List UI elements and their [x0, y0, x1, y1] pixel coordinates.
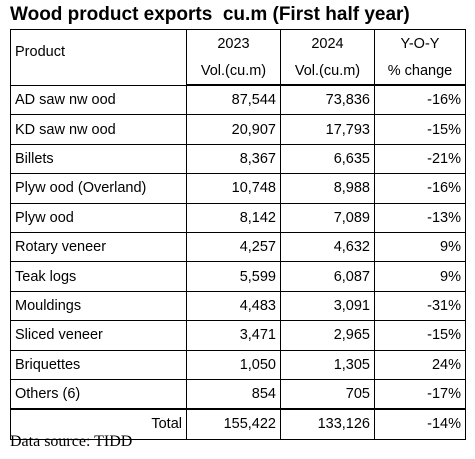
product-cell: Plyw ood [10, 202, 187, 233]
volume-2023-cell: 1,050 [186, 349, 281, 380]
product-cell: Plyw ood (Overland) [10, 173, 187, 204]
unit-2024-header: Vol.(cu.m) [280, 57, 375, 86]
header-row-units: Vol.(cu.m) Vol.(cu.m) % change [11, 57, 466, 86]
volume-2023-cell: 4,483 [186, 290, 281, 322]
volume-2024-cell: 6,087 [280, 261, 375, 292]
volume-2024-cell: 8,988 [280, 173, 375, 204]
yoy-change-cell: -15% [374, 114, 466, 145]
volume-2023-cell: 4,257 [186, 231, 281, 263]
table-row: KD saw nw ood 20,907 17,793 -15% [10, 114, 466, 145]
total-2024-cell: 133,126 [280, 408, 375, 440]
product-cell: Briquettes [10, 349, 187, 380]
table-title: Wood product exports cu.m (First half ye… [10, 4, 410, 25]
table-row: Plyw ood (Overland) 10,748 8,988 -16% [10, 173, 466, 204]
table-row: Sliced veneer 3,471 2,965 -15% [10, 320, 466, 351]
volume-2023-cell: 10,748 [186, 173, 281, 204]
yoy-change-cell: -17% [374, 378, 466, 410]
yoy-change-cell: 9% [374, 231, 466, 263]
year-2024-header: 2024 [280, 29, 375, 57]
volume-2024-cell: 705 [280, 378, 375, 410]
product-cell: Teak logs [10, 261, 187, 292]
table-row: Rotary veneer 4,257 4,632 9% [10, 231, 466, 263]
unit-2023-header: Vol.(cu.m) [186, 57, 281, 86]
total-row: Total 155,422 133,126 -14% [10, 408, 466, 440]
yoy-change-cell: 9% [374, 261, 466, 292]
table-row: Others (6) 854 705 -17% [10, 378, 466, 410]
volume-2024-cell: 3,091 [280, 290, 375, 322]
table-row: Briquettes 1,050 1,305 24% [10, 349, 466, 380]
volume-2024-cell: 4,632 [280, 231, 375, 263]
year-2023-header: 2023 [186, 29, 281, 57]
yoy-change-cell: -13% [374, 202, 466, 233]
product-cell: KD saw nw ood [10, 114, 187, 145]
yoy-change-cell: -21% [374, 143, 466, 175]
volume-2023-cell: 87,544 [186, 84, 281, 116]
yoy-change-cell: -31% [374, 290, 466, 322]
yoy-header: Y-O-Y [374, 29, 466, 57]
volume-2024-cell: 6,635 [280, 143, 375, 175]
header-row-years: Product 2023 2024 Y-O-Y [10, 29, 466, 85]
table-row: AD saw nw ood 87,544 73,836 -16% [10, 84, 466, 116]
volume-2024-cell: 7,089 [280, 202, 375, 233]
product-cell: Billets [10, 143, 187, 175]
total-2023-cell: 155,422 [186, 408, 281, 440]
product-header: Product [10, 29, 187, 85]
unit-yoy-header: % change [374, 57, 466, 86]
product-cell: Others (6) [10, 378, 187, 410]
product-cell: Sliced veneer [10, 320, 187, 351]
volume-2023-cell: 8,142 [186, 202, 281, 233]
yoy-change-cell: -16% [374, 173, 466, 204]
product-cell: Rotary veneer [10, 231, 187, 263]
yoy-change-cell: 24% [374, 349, 466, 380]
table-row: Mouldings 4,483 3,091 -31% [10, 290, 466, 322]
data-source-note: Data source: TIDD [10, 433, 133, 450]
total-yoy-cell: -14% [374, 408, 466, 440]
exports-table: Product 2023 2024 Y-O-Y Vol.(cu.m) Vol.(… [10, 29, 466, 440]
table-row: Teak logs 5,599 6,087 9% [10, 261, 466, 292]
yoy-change-cell: -16% [374, 84, 466, 116]
table-row: Plyw ood 8,142 7,089 -13% [10, 202, 466, 233]
volume-2023-cell: 5,599 [186, 261, 281, 292]
yoy-change-cell: -15% [374, 320, 466, 351]
volume-2024-cell: 73,836 [280, 84, 375, 116]
table-row: Billets 8,367 6,635 -21% [10, 143, 466, 175]
product-cell: AD saw nw ood [10, 84, 187, 116]
volume-2023-cell: 854 [186, 378, 281, 410]
volume-2024-cell: 1,305 [280, 349, 375, 380]
volume-2024-cell: 2,965 [280, 320, 375, 351]
volume-2024-cell: 17,793 [280, 114, 375, 145]
volume-2023-cell: 3,471 [186, 320, 281, 351]
volume-2023-cell: 8,367 [186, 143, 281, 175]
product-cell: Mouldings [10, 290, 187, 322]
volume-2023-cell: 20,907 [186, 114, 281, 145]
